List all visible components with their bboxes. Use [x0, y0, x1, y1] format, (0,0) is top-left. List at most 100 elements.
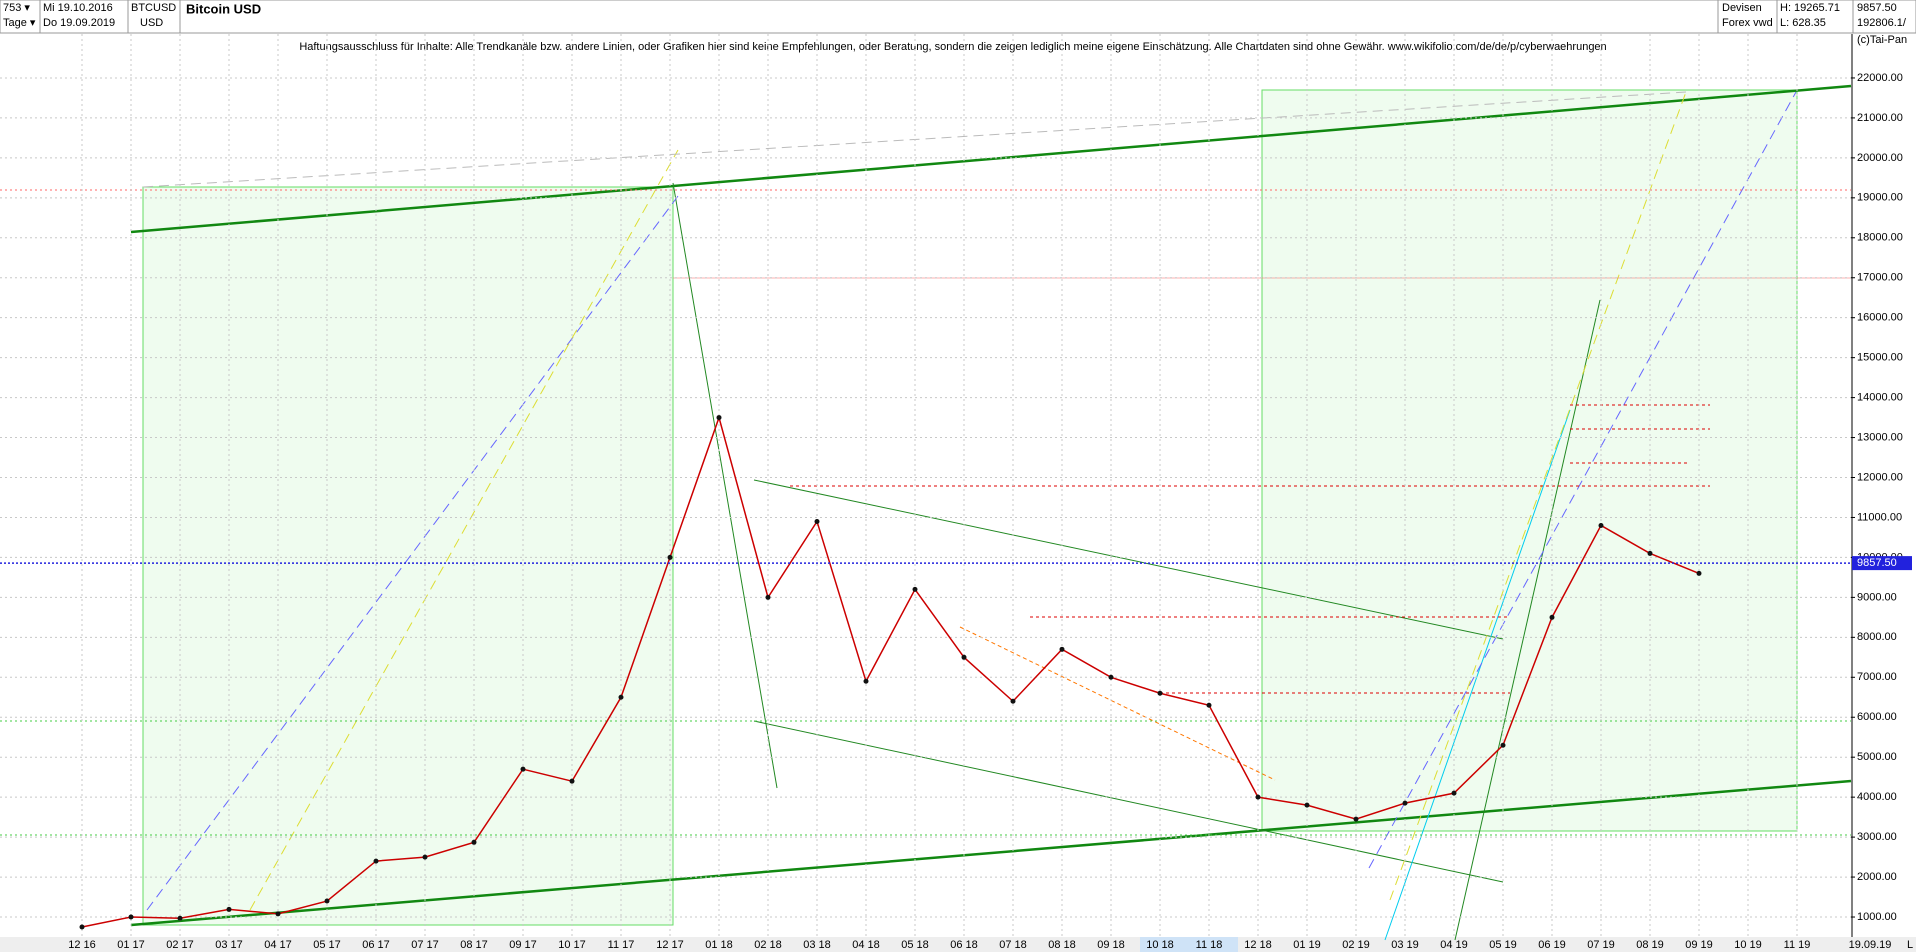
price-point [128, 914, 134, 920]
y-tick-label: 15000.00 [1857, 352, 1903, 364]
trend-line [1454, 299, 1601, 941]
y-tick-label: 14000.00 [1857, 392, 1903, 404]
high: H: 19265.71 [1780, 2, 1840, 14]
y-tick-label: 12000.00 [1857, 471, 1903, 483]
price-point [275, 911, 281, 917]
price-point [814, 518, 820, 524]
x-tick-label: 12 18 [1244, 939, 1272, 951]
price-point [1451, 790, 1457, 796]
price-point [1402, 800, 1408, 806]
dashed-line [959, 626, 1276, 781]
price-point [373, 858, 379, 864]
trend-line [672, 182, 778, 789]
price-point [226, 906, 232, 912]
x-tick-label: 11 17 [608, 939, 635, 951]
start-date: Mi 19.10.2016 [43, 2, 113, 14]
price-point [324, 898, 330, 904]
x-tick-label: 08 18 [1048, 939, 1076, 951]
trend-line [130, 84, 1852, 234]
y-tick-label: 16000.00 [1857, 312, 1903, 324]
price-point [1353, 816, 1359, 822]
header-bar [0, 0, 1916, 34]
y-tick-label: 3000.00 [1857, 831, 1897, 843]
y-tick-label: 19000.00 [1857, 192, 1903, 204]
price-line [81, 415, 1700, 928]
x-tick-label: 07 19 [1587, 939, 1615, 951]
bar-count[interactable]: 753 ▾ [3, 2, 30, 14]
x-tick-label: 01 19 [1293, 939, 1321, 951]
y-tick-label: 17000.00 [1857, 272, 1903, 284]
period[interactable]: Tage ▾ [3, 17, 36, 29]
x-tick-label: 04 19 [1440, 939, 1468, 951]
y-tick-label: 5000.00 [1857, 751, 1897, 763]
copyright: (c)Tai-Pan [1857, 34, 1907, 46]
x-tick-label: 09 18 [1097, 939, 1125, 951]
price-point [471, 839, 477, 845]
price-point [716, 415, 722, 421]
price-point [422, 854, 428, 860]
dashed-line [249, 149, 679, 911]
box [142, 186, 674, 926]
x-tick-label: 05 18 [901, 939, 929, 951]
x-tick-label: 07 18 [999, 939, 1027, 951]
x-tick-label: 06 18 [950, 939, 978, 951]
y-tick-label: 4000.00 [1857, 791, 1897, 803]
price-point [618, 694, 624, 700]
x-tick-label: 10 17 [558, 939, 586, 951]
price-point [961, 654, 967, 660]
source: Forex vwd [1722, 17, 1773, 29]
trend-line [1384, 409, 1571, 941]
x-tick-label: 10 18 [1146, 939, 1174, 951]
x-axis-highlight [1140, 937, 1238, 952]
y-tick-label: 13000.00 [1857, 431, 1903, 443]
trend-line [130, 779, 1852, 927]
price-point [863, 678, 869, 684]
price-point [569, 778, 575, 784]
price-point [1304, 802, 1310, 808]
x-tick-label: 02 18 [754, 939, 782, 951]
x-tick-label: 12 17 [656, 939, 684, 951]
x-tick-label: 04 18 [852, 939, 880, 951]
price-point [1696, 570, 1702, 576]
price-point [1598, 522, 1604, 528]
symbol: BTCUSD [131, 2, 176, 14]
x-tick-label: 06 17 [362, 939, 390, 951]
y-tick-label: 21000.00 [1857, 112, 1903, 124]
x-tick-label: 09 17 [509, 939, 537, 951]
x-tick-label: 03 19 [1391, 939, 1419, 951]
price-point [1549, 614, 1555, 620]
exchange: Devisen [1722, 2, 1762, 14]
end-date: Do 19.09.2019 [43, 17, 115, 29]
chart-title: Bitcoin USD [186, 1, 261, 16]
price-point [1108, 674, 1114, 680]
price-point [1647, 550, 1653, 556]
last-price-label: 9857.50 [1857, 557, 1897, 569]
dashed-line [146, 195, 679, 911]
price-point [1255, 794, 1261, 800]
price-point [1500, 742, 1506, 748]
price-point [1157, 690, 1163, 696]
y-tick-label: 18000.00 [1857, 232, 1903, 244]
x-tick-label: 09 19 [1685, 939, 1713, 951]
price-point [79, 924, 85, 930]
y-tick-label: 8000.00 [1857, 631, 1897, 643]
x-tick-label: 07 17 [411, 939, 439, 951]
trend-line [753, 720, 1504, 883]
x-tick-label: 11 18 [1196, 939, 1223, 951]
x-tick-label: 03 18 [803, 939, 831, 951]
box [1261, 89, 1798, 832]
x-tick-label: 12 16 [68, 939, 96, 951]
y-tick-label: 20000.00 [1857, 152, 1903, 164]
x-tick-label: 02 17 [166, 939, 194, 951]
price-point [177, 915, 183, 921]
price-point [1010, 698, 1016, 704]
disclaimer: Haftungsausschluss für Inhalte: Alle Tre… [299, 41, 1606, 53]
low: L: 628.35 [1780, 17, 1826, 29]
x-tick-label: 11 19 [1784, 939, 1811, 951]
price-point [912, 586, 918, 592]
volume: 192806.1/ [1857, 17, 1907, 29]
scale-mode[interactable]: L [1907, 939, 1913, 951]
